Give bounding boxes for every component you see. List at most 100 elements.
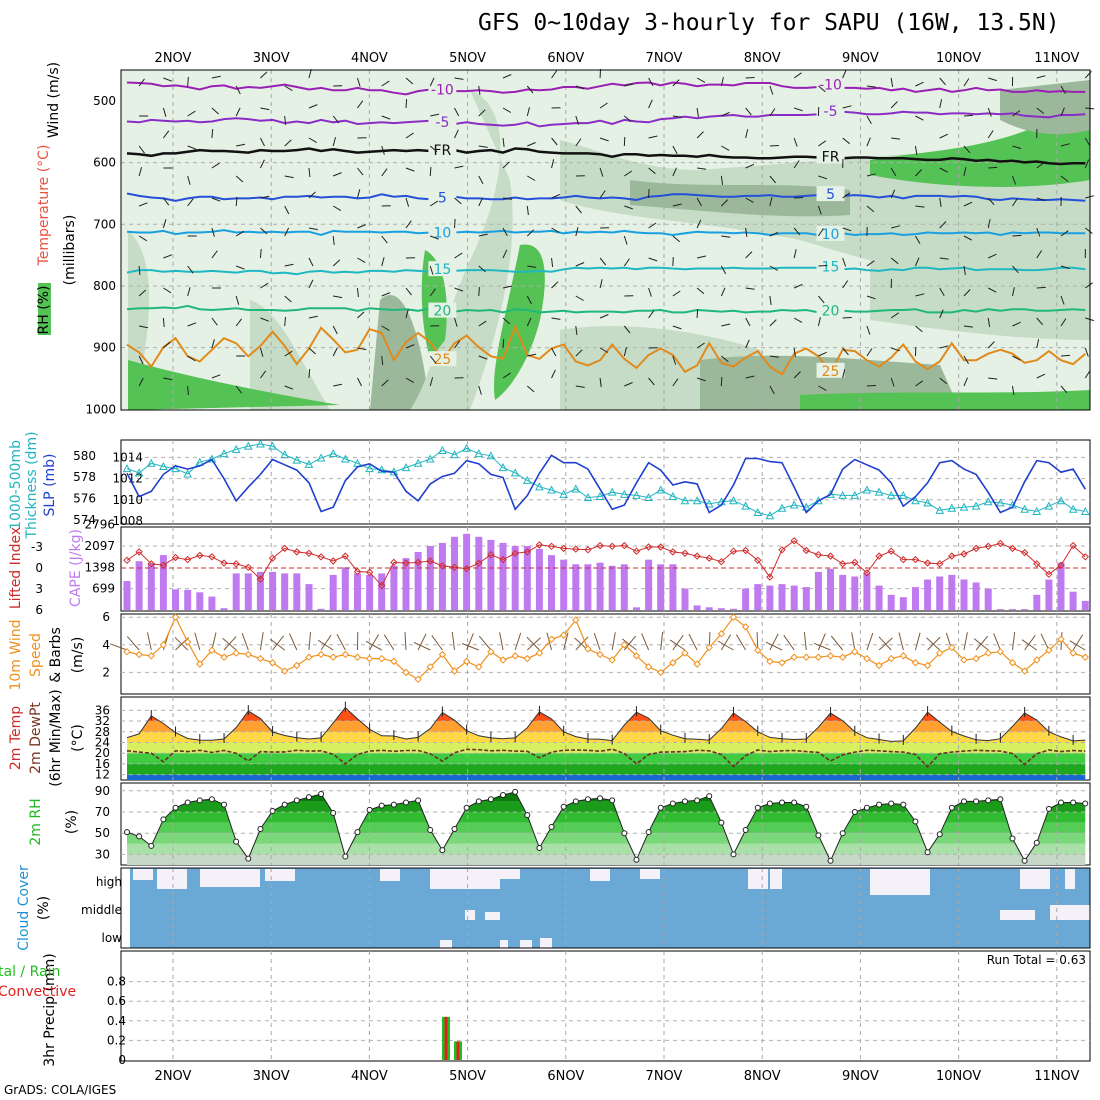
wind-barb bbox=[963, 201, 973, 207]
cape-bar bbox=[414, 552, 422, 610]
surface-wind-barb bbox=[413, 641, 431, 651]
wind-speed-marker bbox=[644, 663, 653, 671]
wind-barb bbox=[915, 293, 925, 297]
cape-bar bbox=[608, 565, 616, 610]
isotherm-label: 15 bbox=[822, 260, 840, 276]
surface-wind-barb bbox=[109, 643, 128, 651]
wind-barb bbox=[235, 175, 244, 183]
cape-tick-label: 1398 bbox=[84, 560, 115, 574]
thickness-marker bbox=[547, 485, 556, 494]
surface-wind-barb bbox=[669, 639, 686, 651]
wind-barb bbox=[1036, 197, 1046, 202]
surface-wind-barb bbox=[466, 633, 474, 651]
wind-barb bbox=[1084, 137, 1091, 146]
rh2m-marker bbox=[451, 825, 458, 832]
wind-barb bbox=[745, 339, 750, 349]
rh2m-marker bbox=[269, 807, 276, 814]
wind-speed-marker bbox=[426, 663, 434, 671]
cape-bar bbox=[329, 574, 337, 610]
cape-bar bbox=[572, 564, 580, 611]
wind-barb bbox=[575, 205, 582, 214]
wind-barb bbox=[502, 161, 510, 169]
temp-unit-label: (°C) bbox=[70, 724, 86, 752]
rh2m-marker bbox=[342, 853, 349, 860]
rh2m-marker bbox=[1070, 799, 1077, 806]
wind-speed-marker bbox=[948, 643, 956, 652]
upper-wind-barbs bbox=[138, 68, 1095, 396]
date-label-bottom: 7NOV bbox=[646, 1069, 683, 1084]
wind-speed-marker bbox=[838, 653, 847, 661]
thickness-marker bbox=[571, 484, 581, 493]
wind-barb bbox=[308, 167, 311, 178]
wind-speed-marker bbox=[596, 650, 604, 659]
precip-tick-label: 0.6 bbox=[107, 994, 126, 1008]
wind-barb bbox=[138, 167, 143, 177]
thickness-marker bbox=[656, 485, 666, 494]
rh-contour-area bbox=[630, 180, 850, 217]
wind-barb bbox=[502, 197, 512, 200]
cloud-cover-frame bbox=[120, 867, 1091, 949]
wind-barb bbox=[599, 190, 606, 199]
wind-barb bbox=[624, 205, 633, 210]
wind-barb bbox=[454, 218, 456, 229]
wind-barb bbox=[526, 229, 535, 237]
wind-barb bbox=[187, 175, 191, 185]
cape-bar bbox=[717, 608, 725, 610]
wind-speed-marker bbox=[608, 656, 616, 664]
surface-wind-barb bbox=[927, 636, 941, 651]
lifted-index-marker bbox=[450, 563, 459, 572]
wind-barb bbox=[696, 255, 707, 259]
wind-barb bbox=[187, 287, 191, 297]
wind-barb bbox=[672, 325, 682, 330]
surface-wind-barb bbox=[1024, 635, 1036, 651]
lifted-index-marker bbox=[741, 546, 750, 555]
wind-barb bbox=[720, 77, 724, 87]
surface-wind-barb bbox=[563, 632, 569, 651]
wind-barb bbox=[356, 287, 359, 298]
thickness-marker bbox=[1032, 506, 1042, 515]
wind-barb bbox=[478, 320, 487, 327]
cape-bar bbox=[996, 609, 1004, 610]
wind10m-axis-label-3: & Barbs bbox=[48, 627, 64, 683]
wind-barb bbox=[939, 345, 949, 349]
thickness-marker bbox=[1068, 504, 1078, 513]
wind-barb bbox=[162, 317, 165, 328]
wind-barb bbox=[235, 295, 240, 305]
cape-bar bbox=[899, 597, 907, 610]
wind-speed-marker bbox=[475, 663, 483, 671]
lifted-index-marker bbox=[305, 549, 313, 558]
wind-speed-marker bbox=[1057, 635, 1065, 643]
wind-barb bbox=[745, 129, 749, 139]
wind-barb bbox=[915, 81, 924, 87]
surface-wind-barb bbox=[641, 633, 650, 651]
rh2m-marker bbox=[730, 851, 737, 858]
wind-speed-marker bbox=[766, 657, 774, 666]
cloud-level-middle: middle bbox=[81, 903, 122, 917]
wind-speed-marker bbox=[462, 657, 471, 666]
thickness-marker bbox=[219, 449, 229, 458]
isotherm-label-bg bbox=[816, 76, 845, 92]
cape-bar bbox=[972, 582, 980, 610]
cape-bar bbox=[681, 588, 689, 610]
cape-bar bbox=[390, 565, 398, 610]
wind-barb bbox=[963, 167, 967, 177]
rh2m-marker bbox=[257, 825, 264, 832]
thickness-marker bbox=[256, 439, 265, 448]
wind-barb bbox=[648, 188, 650, 199]
cape-bar bbox=[693, 605, 701, 610]
lifted-index-marker bbox=[887, 547, 895, 555]
thickness-marker bbox=[280, 450, 290, 459]
rh2m-marker bbox=[718, 819, 725, 826]
lifted-index-marker bbox=[984, 542, 992, 551]
lifted-index-marker bbox=[620, 541, 629, 550]
wind-barb bbox=[866, 173, 876, 177]
cape-bar bbox=[887, 594, 895, 611]
pressure-axis-label: (millibars) bbox=[62, 215, 78, 286]
wind-barb bbox=[260, 195, 270, 199]
rh2m-marker bbox=[754, 804, 761, 811]
wind-speed-marker bbox=[438, 650, 447, 659]
wind-barb bbox=[963, 114, 973, 117]
cloud-clear-patch bbox=[640, 869, 660, 879]
wind-barb bbox=[745, 375, 755, 379]
wind-barb bbox=[939, 133, 949, 139]
